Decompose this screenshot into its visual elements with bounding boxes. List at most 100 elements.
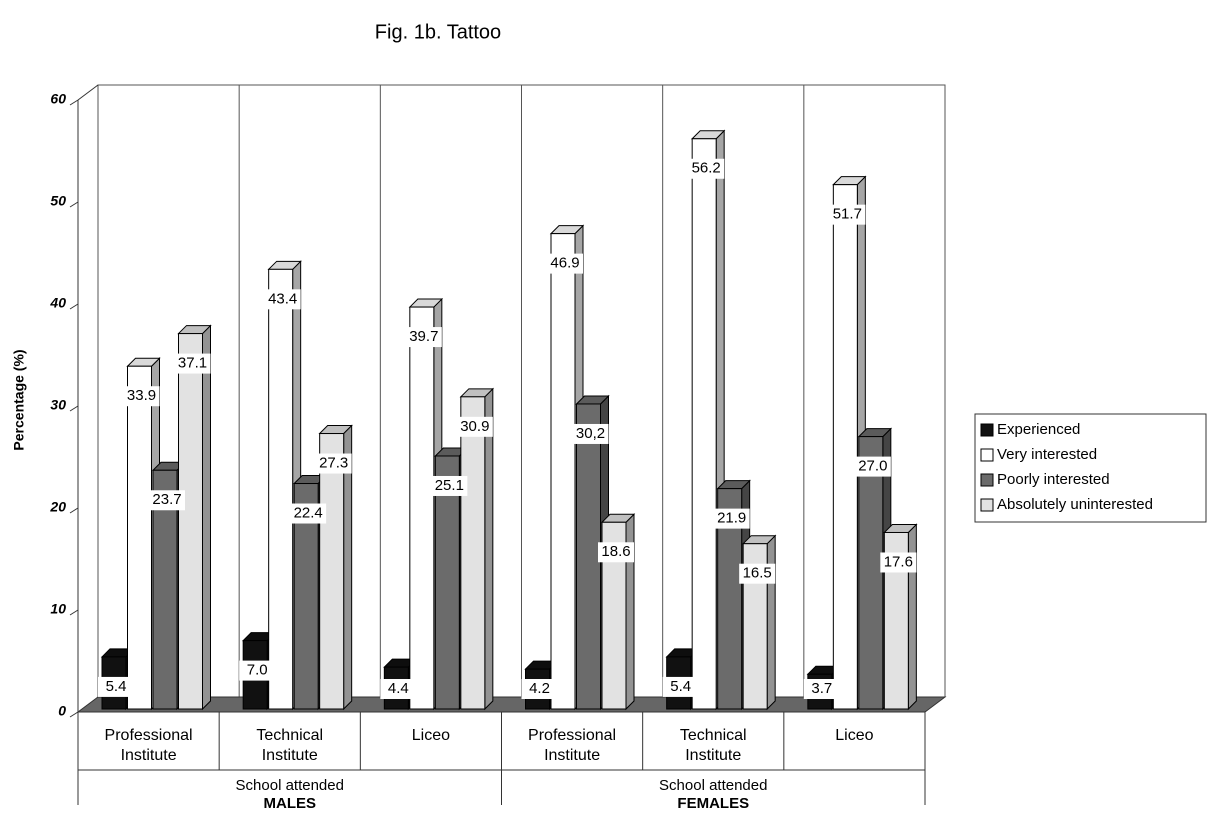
bar <box>460 396 486 710</box>
bar <box>127 365 152 710</box>
value-label: 22.4 <box>294 504 323 521</box>
value-label-bg <box>854 456 891 477</box>
bar-top-shade <box>833 176 866 185</box>
value-label: 30.9 <box>460 418 489 435</box>
value-label-bg <box>572 423 609 444</box>
value-label: 51.7 <box>833 206 862 223</box>
bar-top-shade <box>153 462 185 471</box>
bar-top-shade <box>525 661 558 670</box>
y-tick-label: 10 <box>50 601 66 617</box>
bar-side-shade <box>626 514 634 709</box>
y-tick <box>69 201 79 208</box>
bar <box>858 436 884 710</box>
bar-top-shade <box>127 358 160 367</box>
y-tick-label: 50 <box>50 193 66 209</box>
bar-top-shade <box>384 659 417 668</box>
group-label: School attended <box>235 777 344 794</box>
value-label-bg <box>662 676 699 697</box>
bar <box>178 333 203 710</box>
bar-side-shade <box>202 325 211 709</box>
bar-top-shade <box>717 480 750 489</box>
bar-top-shade <box>178 325 211 334</box>
bar-top-shade <box>692 130 725 139</box>
value-label: 4.4 <box>388 680 409 697</box>
value-label-bg <box>713 508 750 529</box>
value-label: 33.9 <box>127 387 156 404</box>
value-label-bg <box>739 563 776 584</box>
value-label-bg <box>431 475 468 496</box>
bar-top-shade <box>102 648 134 657</box>
legend-label: Very interested <box>997 446 1097 463</box>
bar <box>434 455 460 710</box>
bar-top-shade <box>268 261 301 270</box>
value-label-bg <box>239 660 276 681</box>
y-tick-label: 0 <box>58 703 66 719</box>
value-label-bg <box>598 542 634 563</box>
bar-top-shade <box>666 648 699 657</box>
bar-top-shade <box>858 428 891 437</box>
y-axis-top <box>77 84 99 101</box>
bar-top-shade <box>409 299 442 308</box>
x-tick-label: Technical Institute <box>679 727 747 764</box>
bar <box>691 138 717 710</box>
value-label: 7.0 <box>247 662 268 679</box>
y-tick-label: 20 <box>49 499 66 515</box>
value-label: 17.6 <box>884 553 913 570</box>
value-label-bg <box>380 679 417 699</box>
value-label-bg <box>264 289 301 310</box>
bar-top-shade <box>294 475 327 484</box>
value-label: 30,2 <box>576 425 605 442</box>
legend-label: Experienced <box>997 421 1080 438</box>
y-tick <box>69 405 79 412</box>
legend-swatch <box>980 473 994 487</box>
x-tick-label: Technical Institute <box>256 727 324 764</box>
value-label: 23.7 <box>152 491 181 508</box>
bar-side-shade <box>767 535 776 709</box>
bar-top-shade <box>435 447 468 456</box>
bar-top-shade <box>884 524 917 533</box>
group-label: School attended <box>659 777 768 794</box>
value-label: 18.6 <box>601 543 630 560</box>
value-label: 56.2 <box>692 160 721 177</box>
legend-box <box>974 413 1207 523</box>
value-label-bg <box>315 453 352 474</box>
value-label: 43.4 <box>268 290 297 307</box>
bar <box>268 268 294 710</box>
x-tick-label: Professional Institute <box>528 727 617 764</box>
value-label-bg <box>290 503 327 524</box>
y-tick <box>69 711 79 718</box>
value-label: 5.4 <box>670 678 691 695</box>
bar-side-shade <box>484 388 493 709</box>
y-axis-label: Percentage (%) <box>11 349 27 450</box>
value-label: 16.5 <box>743 565 772 582</box>
bar-top-shade <box>460 388 493 397</box>
bar-top-shade <box>551 225 583 234</box>
y-tick-label: 60 <box>50 91 66 107</box>
value-label: 25.1 <box>435 477 464 494</box>
x-tick-label: Liceo <box>411 727 451 744</box>
y-tick <box>69 507 79 514</box>
bar <box>409 306 435 710</box>
y-tick-label: 40 <box>49 295 66 311</box>
bar-top-shade <box>602 514 634 523</box>
value-label: 21.9 <box>717 510 746 527</box>
bar-side-shade <box>908 524 917 709</box>
value-label-bg <box>880 552 917 573</box>
legend-swatch <box>980 448 994 462</box>
legend-label: Absolutely uninterested <box>997 496 1153 513</box>
value-label-bg <box>123 386 160 407</box>
value-label: 27.3 <box>319 455 348 472</box>
bar <box>832 184 858 710</box>
bar-top-shade <box>807 666 840 675</box>
y-tick <box>69 303 79 310</box>
value-label: 4.2 <box>529 680 550 697</box>
group-name: FEMALES <box>677 795 750 812</box>
bar-top-shade <box>743 535 776 544</box>
bar <box>576 403 601 710</box>
x-tick-label: Liceo <box>835 727 874 744</box>
value-label: 27.0 <box>858 458 887 475</box>
value-label-bg <box>98 676 134 697</box>
y-tick <box>69 99 79 106</box>
value-label-bg <box>456 416 493 437</box>
bar-top-shade <box>243 632 276 641</box>
